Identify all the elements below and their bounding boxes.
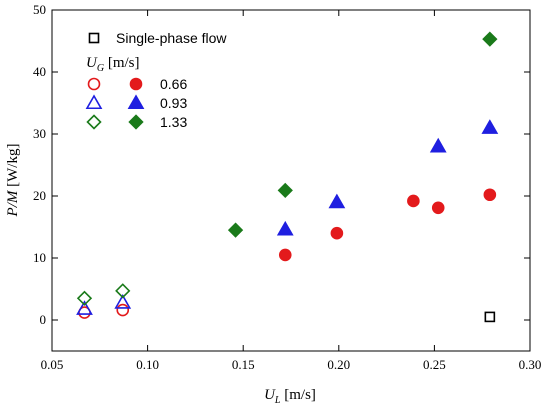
legend-filled-triangle [127,94,145,110]
open-square-point [484,311,496,323]
filled-diamond-point [277,182,293,199]
legend-single-phase-label: Single-phase flow [116,30,227,46]
x-axis-title-main: U [264,387,276,403]
filled-circle-point [330,226,344,240]
open-diamond-point [115,283,131,299]
y-tick-label: 20 [33,188,46,203]
x-axis-title-sub: L [274,395,281,406]
x-tick-label: 0.10 [136,357,159,372]
y-tick-label: 0 [40,312,47,327]
x-tick-label: 0.05 [41,357,64,372]
filled-triangle-point [328,193,346,209]
open-triangle-point [114,294,132,309]
legend-row-label: 1.33 [160,114,187,130]
y-axis-title-unit: [W/kg] [5,144,21,191]
filled-diamond-point [227,222,244,238]
y-tick-label: 30 [33,126,46,141]
y-tick-label: 40 [33,64,46,79]
legend-open-triangle [85,94,103,110]
x-tick-label: 0.15 [232,357,255,372]
open-diamond-point [76,290,93,306]
x-tick-label: 0.20 [327,357,350,372]
y-tick-label: 50 [33,2,46,17]
x-axis-title-unit: [m/s] [280,387,315,403]
filled-circle-point [431,201,445,215]
legend-single-phase-marker [88,32,100,44]
legend-row-label: 0.93 [160,95,187,111]
data-marks [76,31,499,323]
filled-circle-point [483,188,497,202]
legend-filled-diamond [128,114,144,130]
legend-row-label: 0.66 [160,76,187,92]
x-tick-label: 0.30 [519,357,542,372]
legend-filled-circle [129,77,143,91]
x-tick-label: 0.25 [423,357,446,372]
axis-ticks: 0.05 0.10 0.15 0.20 0.25 0.30 0 10 20 30 40 50 [33,2,541,372]
open-circle-point [116,303,130,317]
x-axis-title: UL [m/s] [264,387,316,406]
filled-diamond-point [482,31,498,47]
y-tick-label: 10 [33,250,46,265]
legend-open-diamond [86,114,102,130]
plot-area [51,9,531,352]
filled-circle-point [407,194,420,208]
legend-ug-title-unit: [m/s] [104,55,139,71]
filled-triangle-point [276,220,294,236]
legend-ug-title-main: U [86,55,98,71]
legend-ug-title-sub: G [97,63,104,74]
y-axis-title-main: P/M [5,189,21,217]
filled-triangle-point [429,137,447,153]
filled-triangle-point [481,119,499,134]
filled-circle-point [278,248,292,262]
y-axis-title: P/M [W/kg] [5,144,21,218]
legend-open-circle [87,77,101,91]
open-triangle-point [76,300,93,315]
legend: Single-phase flow UG [m/s] 0.66 0.93 1.33 [85,30,227,130]
legend-ug-title: UG [m/s] [86,55,140,74]
